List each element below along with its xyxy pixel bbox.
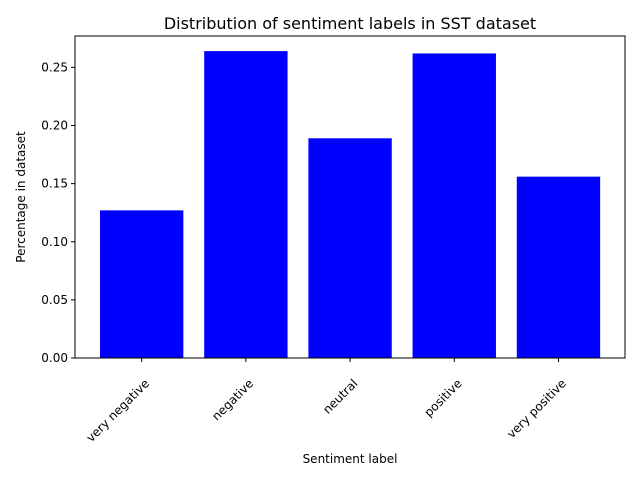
- y-tick-label: 0.20: [41, 119, 68, 133]
- x-tick-label: very positive: [504, 376, 569, 441]
- bar-very-negative: [100, 210, 184, 358]
- bar-neutral: [308, 138, 392, 358]
- y-tick-label: 0.00: [41, 351, 68, 365]
- y-axis-ticks: 0.00 0.05 0.10 0.15 0.20 0.25: [41, 60, 75, 365]
- x-tick-label: negative: [209, 376, 256, 423]
- bars-layer: [100, 51, 601, 359]
- bar-negative: [204, 51, 288, 359]
- x-axis-ticks: very negative negative neutral positive very…: [84, 358, 569, 445]
- bar-positive: [412, 53, 496, 358]
- bar-very-positive: [516, 176, 601, 358]
- plot-frame: [74, 35, 626, 359]
- y-tick-label: 0.05: [41, 293, 68, 307]
- y-tick-label: 0.15: [41, 177, 68, 191]
- y-tick-label: 0.10: [41, 235, 68, 249]
- chart-title: Distribution of sentiment labels in SST …: [164, 14, 536, 33]
- y-tick-label: 0.25: [41, 60, 68, 74]
- x-tick-label: positive: [421, 376, 464, 419]
- x-tick-label: very negative: [84, 376, 152, 444]
- x-tick-label: neutral: [320, 376, 360, 416]
- x-axis-label: Sentiment label: [303, 452, 398, 466]
- y-axis-label: Percentage in dataset: [14, 131, 28, 263]
